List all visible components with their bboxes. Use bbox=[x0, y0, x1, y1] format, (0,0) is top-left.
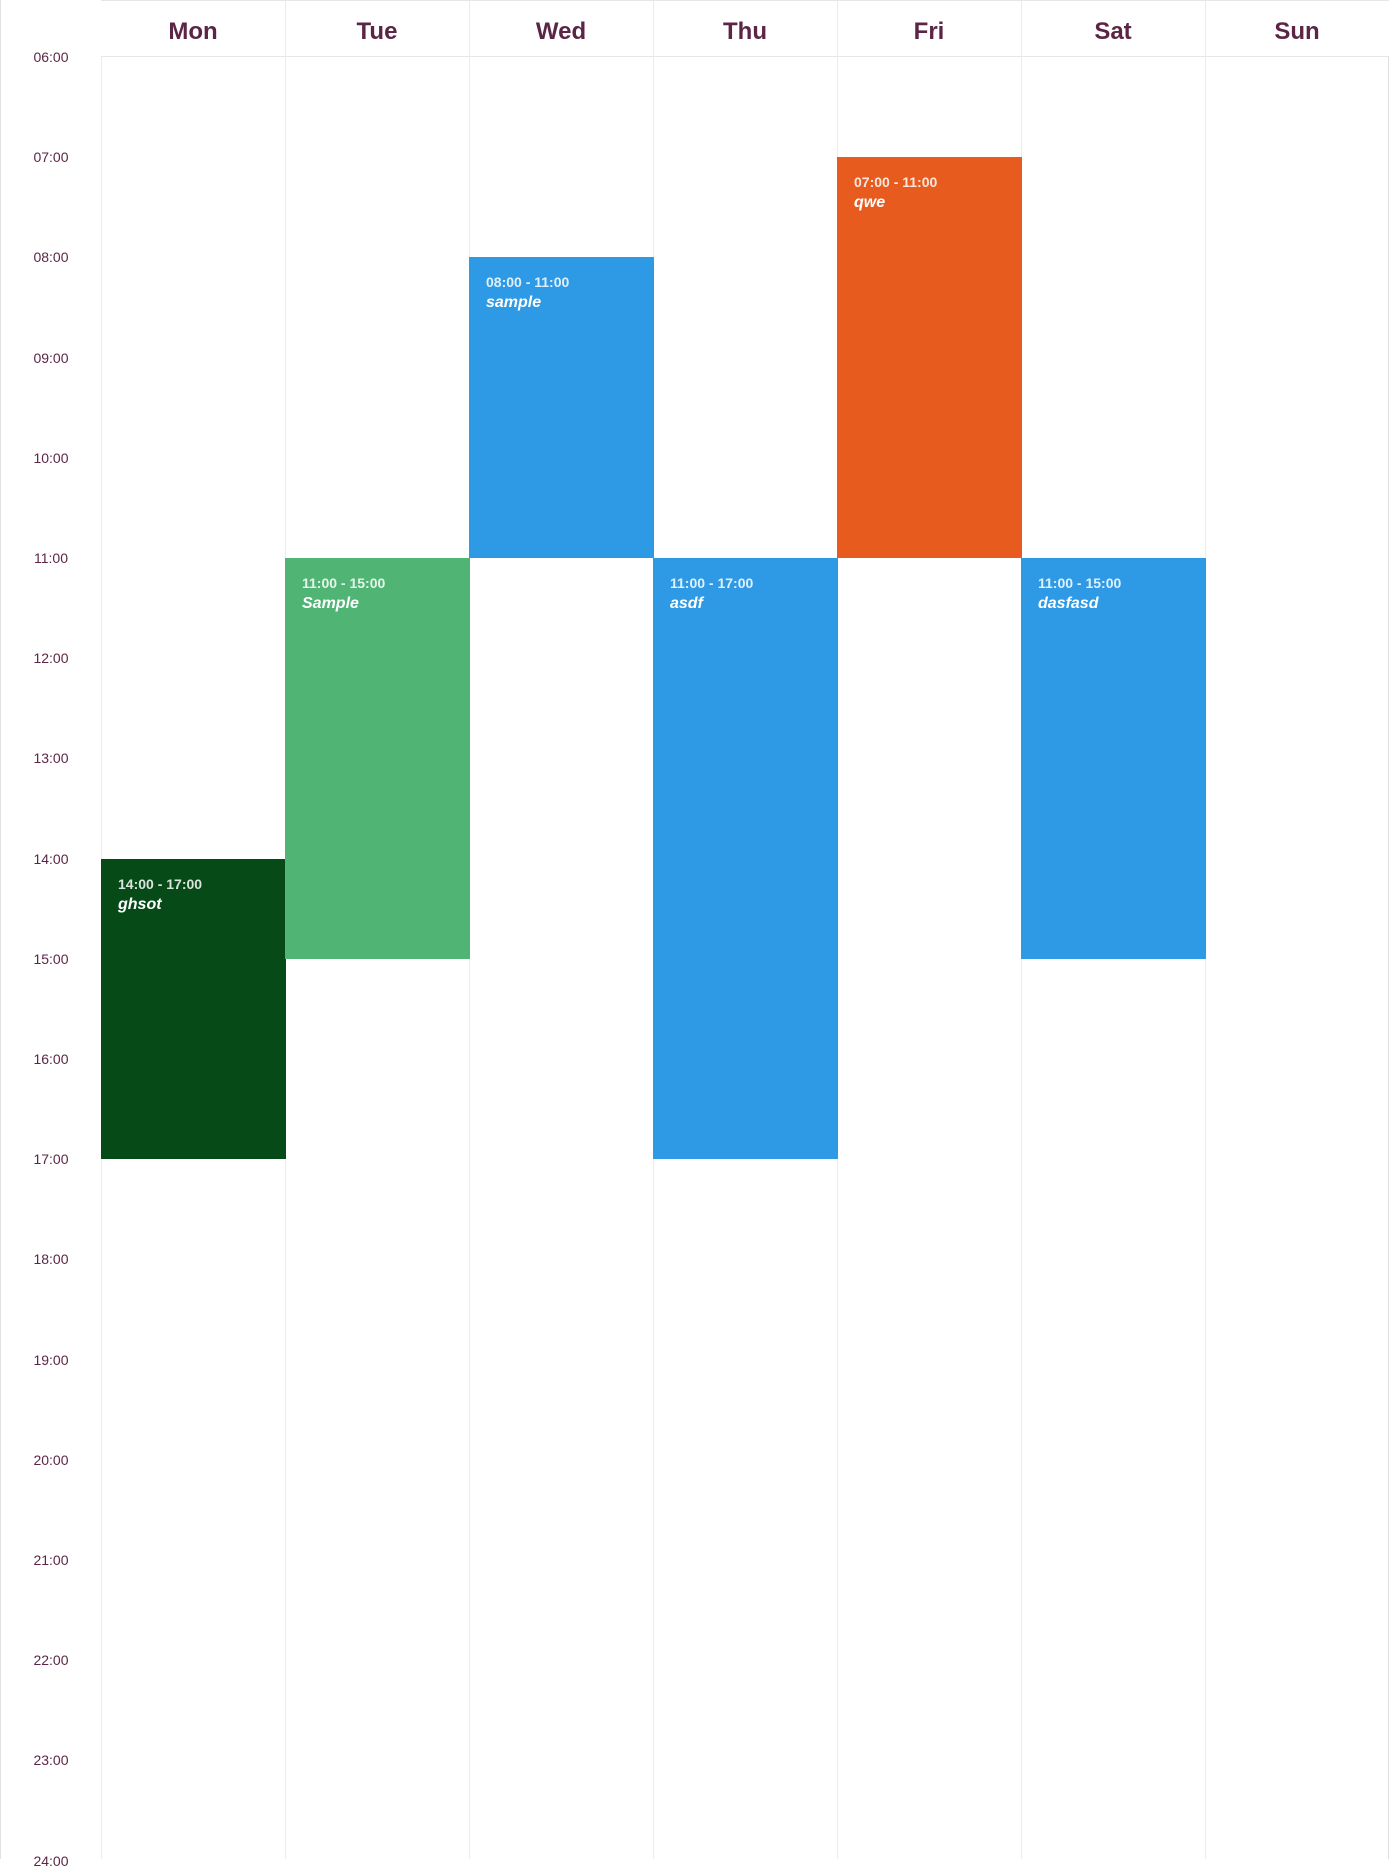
time-label: 21:00 bbox=[33, 1552, 69, 1568]
time-gutter: 06:00 07:00 08:00 09:00 10:00 11:00 12:00 13:00… bbox=[1, 0, 101, 1869]
event-title: sample bbox=[486, 294, 542, 312]
day-header-row: Mon Tue Wed Thu Fri Sat Sun bbox=[101, 0, 1389, 58]
event-title: dasfasd bbox=[1038, 595, 1099, 612]
event-time: 11:00 - 15:00 bbox=[302, 575, 386, 591]
time-label: 24:00 bbox=[33, 1852, 69, 1869]
time-label: 12:00 bbox=[33, 650, 69, 667]
header-divider bbox=[837, 1, 838, 58]
time-label: 22:00 bbox=[33, 1652, 69, 1669]
time-label: 17:00 bbox=[33, 1151, 69, 1168]
time-label: 14:00 bbox=[33, 850, 69, 867]
time-label: 15:00 bbox=[33, 950, 69, 967]
event-time: 14:00 - 17:00 bbox=[118, 875, 203, 892]
header-divider bbox=[653, 1, 654, 58]
time-label: 13:00 bbox=[33, 750, 69, 767]
time-label: 19:00 bbox=[33, 1351, 69, 1368]
time-label: 06:00 bbox=[33, 49, 69, 65]
time-label: 16:00 bbox=[33, 1051, 69, 1067]
calendar-grid: 14:00 - 17:00 ghsot 11:00 - 15:00 Sample 08:… bbox=[101, 57, 1389, 1859]
time-label: 18:00 bbox=[33, 1251, 69, 1268]
time-label: 23:00 bbox=[33, 1752, 69, 1769]
day-column-sun[interactable] bbox=[1205, 57, 1389, 1859]
day-header-sat: Sat bbox=[1094, 18, 1132, 45]
day-header-tue: Tue bbox=[356, 18, 398, 45]
header-divider bbox=[469, 1, 470, 58]
time-label: 09:00 bbox=[33, 349, 69, 366]
event-time: 07:00 - 11:00 bbox=[854, 174, 938, 191]
header-divider bbox=[1205, 1, 1206, 58]
event-block-sample[interactable]: 08:00 - 11:00 sample bbox=[469, 257, 654, 558]
event-title: qwe bbox=[854, 194, 886, 212]
time-label: 07:00 bbox=[33, 149, 69, 166]
time-label: 08:00 bbox=[33, 249, 69, 266]
day-header-sun: Sun bbox=[1274, 18, 1320, 45]
time-label: 20:00 bbox=[33, 1451, 69, 1468]
event-time: 11:00 - 15:00 bbox=[1038, 575, 1122, 591]
day-header-fri: Fri bbox=[913, 18, 945, 45]
day-header-mon: Mon bbox=[168, 18, 218, 45]
event-title: ghsot bbox=[118, 895, 162, 913]
header-divider bbox=[1021, 1, 1022, 58]
event-block-sample[interactable]: 11:00 - 15:00 Sample bbox=[285, 558, 470, 959]
time-label: 11:00 bbox=[34, 550, 68, 566]
time-label: 10:00 bbox=[33, 449, 69, 466]
event-block-ghsot[interactable]: 14:00 - 17:00 ghsot bbox=[101, 858, 286, 1160]
event-block-asdf[interactable]: 11:00 - 17:00 asdf bbox=[653, 558, 838, 1160]
event-title: Sample bbox=[302, 595, 359, 612]
event-time: 08:00 - 11:00 bbox=[486, 274, 570, 291]
event-block-dasfasd[interactable]: 11:00 - 15:00 dasfasd bbox=[1021, 558, 1206, 959]
event-block-qwe[interactable]: 07:00 - 11:00 qwe bbox=[837, 157, 1022, 558]
event-title: asdf bbox=[670, 595, 703, 612]
header-divider bbox=[285, 1, 286, 58]
day-header-thu: Thu bbox=[723, 18, 767, 45]
event-time: 11:00 - 17:00 bbox=[670, 575, 754, 591]
day-header-wed: Wed bbox=[535, 18, 587, 45]
